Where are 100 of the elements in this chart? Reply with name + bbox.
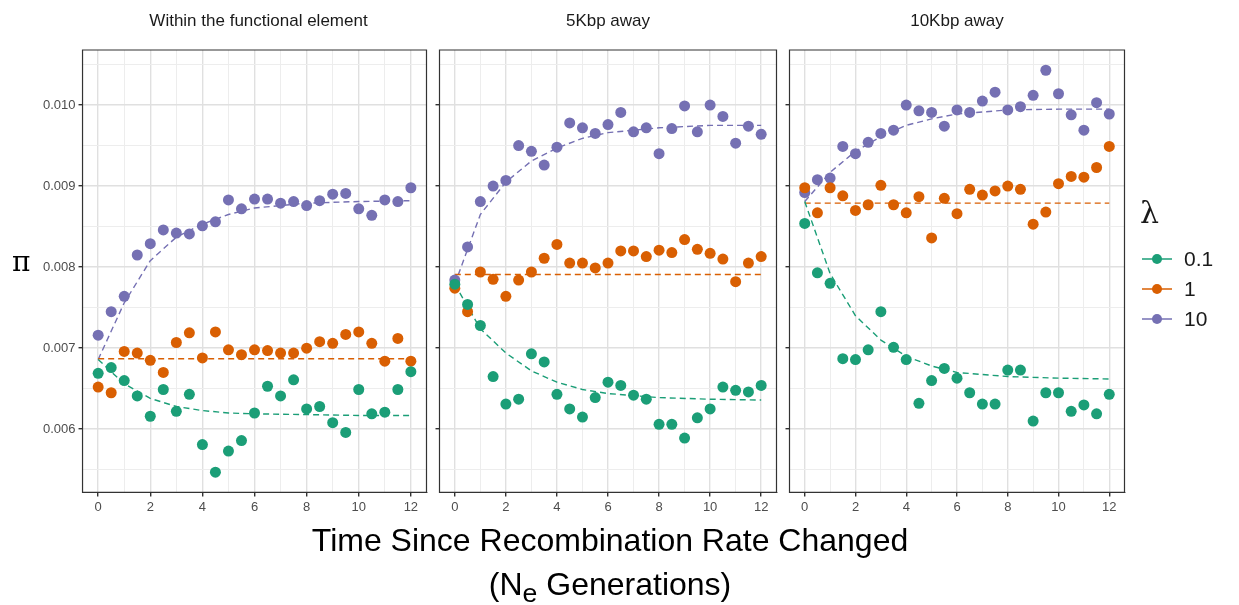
point (314, 336, 326, 348)
x-tick-label: 10 (702, 498, 718, 514)
point (209, 216, 221, 228)
point (875, 306, 887, 318)
point (131, 347, 143, 359)
point (118, 375, 130, 387)
point (1091, 97, 1103, 109)
point (1053, 178, 1065, 190)
point (538, 159, 550, 171)
point (551, 388, 563, 400)
point (926, 375, 938, 387)
point (105, 387, 117, 399)
point (144, 354, 156, 366)
point (262, 345, 274, 357)
point (989, 86, 1001, 98)
x-tick-label: 2 (502, 498, 510, 514)
point (755, 128, 767, 140)
point (1065, 109, 1077, 121)
chart-title: 5Kbp away (436, 6, 780, 36)
x-tick-label: 0 (94, 498, 102, 514)
x-tick-label: 2 (146, 498, 154, 514)
point (811, 174, 823, 186)
point (976, 95, 988, 107)
point (525, 145, 537, 157)
point (340, 328, 352, 340)
point (392, 196, 404, 208)
point (249, 407, 261, 419)
point (837, 353, 849, 365)
point (209, 466, 221, 478)
x-tick-label: 0 (451, 498, 459, 514)
point (183, 327, 195, 339)
x-tick-label: 6 (250, 498, 259, 514)
point (862, 344, 874, 356)
point (824, 277, 836, 289)
point (196, 439, 208, 451)
point (392, 332, 404, 344)
point (1053, 88, 1065, 100)
point (538, 356, 550, 368)
point (262, 380, 274, 392)
point (487, 180, 499, 192)
x-tick-label: 8 (303, 498, 311, 514)
point (474, 319, 486, 331)
x-tick-label: 6 (604, 498, 612, 514)
point (951, 208, 963, 220)
point (799, 217, 811, 229)
point (653, 244, 665, 256)
point (742, 257, 754, 269)
y-tick-label: 0.009 (42, 177, 76, 193)
x-tick-label: 2 (851, 498, 860, 514)
point (989, 185, 1001, 197)
x-tick-label: 4 (198, 498, 207, 514)
point (392, 384, 404, 395)
point (235, 203, 247, 215)
point (551, 141, 563, 153)
y-axis-title: π (12, 245, 31, 278)
point (183, 388, 195, 400)
point (1103, 388, 1115, 400)
point (288, 374, 300, 386)
point (118, 345, 130, 357)
point (628, 245, 640, 257)
point (92, 329, 104, 341)
point (666, 247, 678, 259)
point (615, 106, 627, 118)
x-axis-title: Time Since Recombination Rate Changed (N$_{e}$ Generations) (310, 521, 910, 605)
point (704, 99, 716, 111)
point (196, 352, 208, 364)
point (628, 389, 640, 401)
point (602, 376, 614, 388)
x-tick-label: 12 (1102, 498, 1117, 514)
point (500, 290, 512, 302)
point (602, 257, 614, 269)
point (888, 199, 900, 211)
point (679, 100, 691, 112)
point (615, 245, 627, 257)
point (589, 392, 601, 404)
point (1078, 171, 1090, 183)
point (837, 190, 849, 202)
point (474, 196, 486, 208)
point (602, 119, 614, 131)
point (1002, 180, 1014, 192)
point (951, 372, 963, 384)
point (379, 355, 391, 367)
point (105, 362, 117, 374)
point (500, 174, 512, 186)
point (811, 207, 823, 219)
point (938, 192, 950, 204)
point (926, 232, 938, 244)
point (964, 387, 976, 399)
point (704, 247, 716, 259)
point (235, 349, 247, 361)
chart-title: Within the functional element (87, 6, 430, 36)
point (964, 183, 976, 195)
point (157, 366, 169, 378)
point (196, 220, 208, 232)
point (666, 418, 678, 430)
point (576, 411, 588, 423)
x-tick-label: 12 (403, 498, 419, 514)
point (564, 257, 576, 269)
point (262, 193, 274, 205)
point (131, 249, 143, 261)
